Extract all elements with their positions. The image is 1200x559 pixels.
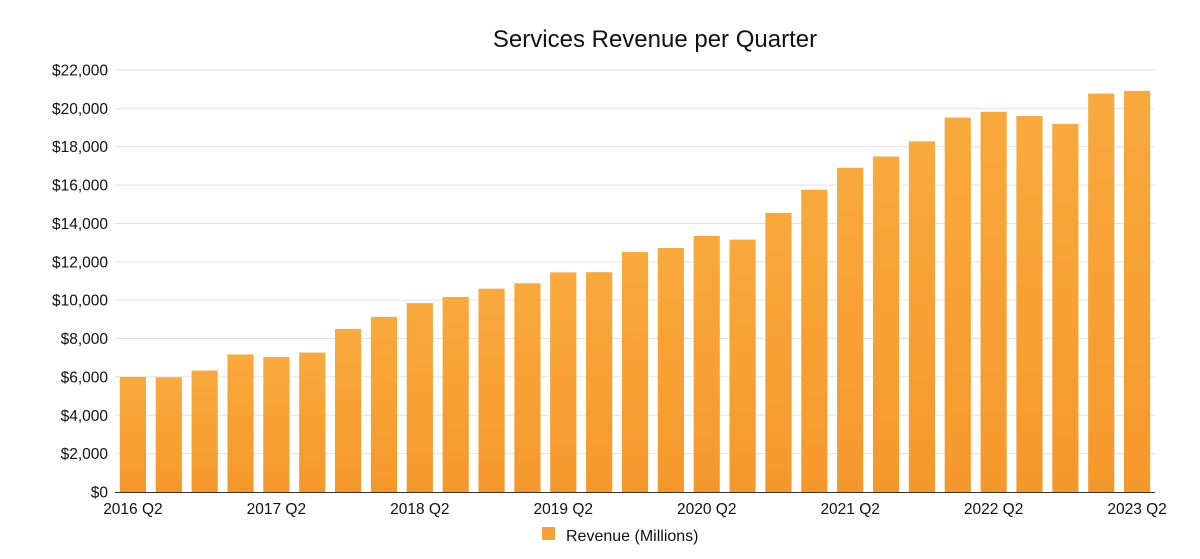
bar bbox=[980, 111, 1007, 493]
y-tick-label: $12,000 bbox=[52, 254, 108, 271]
bar bbox=[406, 303, 433, 492]
bar bbox=[586, 272, 613, 492]
bar bbox=[119, 376, 147, 492]
y-tick-label: $14,000 bbox=[52, 216, 108, 233]
y-tick-label: $0 bbox=[91, 485, 109, 502]
bars bbox=[119, 90, 1151, 493]
x-tick-label: 2018 Q2 bbox=[390, 501, 449, 518]
bar bbox=[514, 283, 541, 492]
bar bbox=[1088, 93, 1115, 493]
chart-title: Services Revenue per Quarter bbox=[493, 26, 817, 53]
y-tick-label: $22,000 bbox=[52, 63, 108, 80]
bar bbox=[299, 352, 326, 492]
bar bbox=[263, 356, 290, 492]
x-tick-label: 2021 Q2 bbox=[820, 501, 879, 518]
y-tick-label: $18,000 bbox=[52, 139, 108, 156]
legend-swatch bbox=[542, 527, 555, 540]
y-tick-label: $20,000 bbox=[52, 101, 108, 118]
bar bbox=[191, 370, 218, 492]
bar bbox=[657, 248, 684, 492]
y-tick-label: $10,000 bbox=[52, 293, 108, 310]
x-tick-label: 2023 Q2 bbox=[1107, 501, 1166, 518]
bar bbox=[1123, 90, 1151, 493]
x-tick-label: 2017 Q2 bbox=[247, 501, 306, 518]
bar bbox=[908, 141, 935, 492]
bar bbox=[550, 272, 577, 492]
bar bbox=[227, 354, 254, 492]
y-tick-label: $16,000 bbox=[52, 178, 108, 195]
x-axis-ticks: 2016 Q2 2017 Q2 2018 Q2 2019 Q2 2020 Q2 2021 … bbox=[103, 501, 1167, 518]
bar bbox=[155, 377, 182, 492]
x-tick-label: 2022 Q2 bbox=[964, 501, 1023, 518]
bar bbox=[729, 239, 756, 492]
legend: Revenue (Millions) bbox=[542, 527, 699, 545]
bar bbox=[442, 296, 469, 492]
legend-label: Revenue (Millions) bbox=[566, 528, 699, 545]
y-tick-label: $4,000 bbox=[61, 408, 109, 425]
y-tick-label: $2,000 bbox=[61, 446, 109, 463]
bar bbox=[944, 117, 971, 492]
bar bbox=[621, 252, 649, 492]
bar bbox=[765, 212, 792, 492]
bar bbox=[801, 189, 828, 492]
bar bbox=[1052, 123, 1079, 492]
bar bbox=[370, 316, 398, 492]
x-tick-label: 2019 Q2 bbox=[534, 501, 593, 518]
y-tick-label: $6,000 bbox=[61, 369, 109, 386]
bar bbox=[872, 156, 900, 492]
y-tick-label: $8,000 bbox=[61, 331, 109, 348]
y-axis-ticks: $0 $2,000 $4,000 $6,000 $8,000 $10,000 $12,000… bbox=[52, 63, 108, 502]
bar bbox=[693, 235, 720, 492]
bar bbox=[1016, 116, 1043, 492]
bar bbox=[335, 328, 362, 492]
x-tick-label: 2020 Q2 bbox=[677, 501, 736, 518]
x-tick-label: 2016 Q2 bbox=[103, 501, 162, 518]
bar bbox=[837, 167, 864, 492]
bar bbox=[478, 288, 505, 492]
